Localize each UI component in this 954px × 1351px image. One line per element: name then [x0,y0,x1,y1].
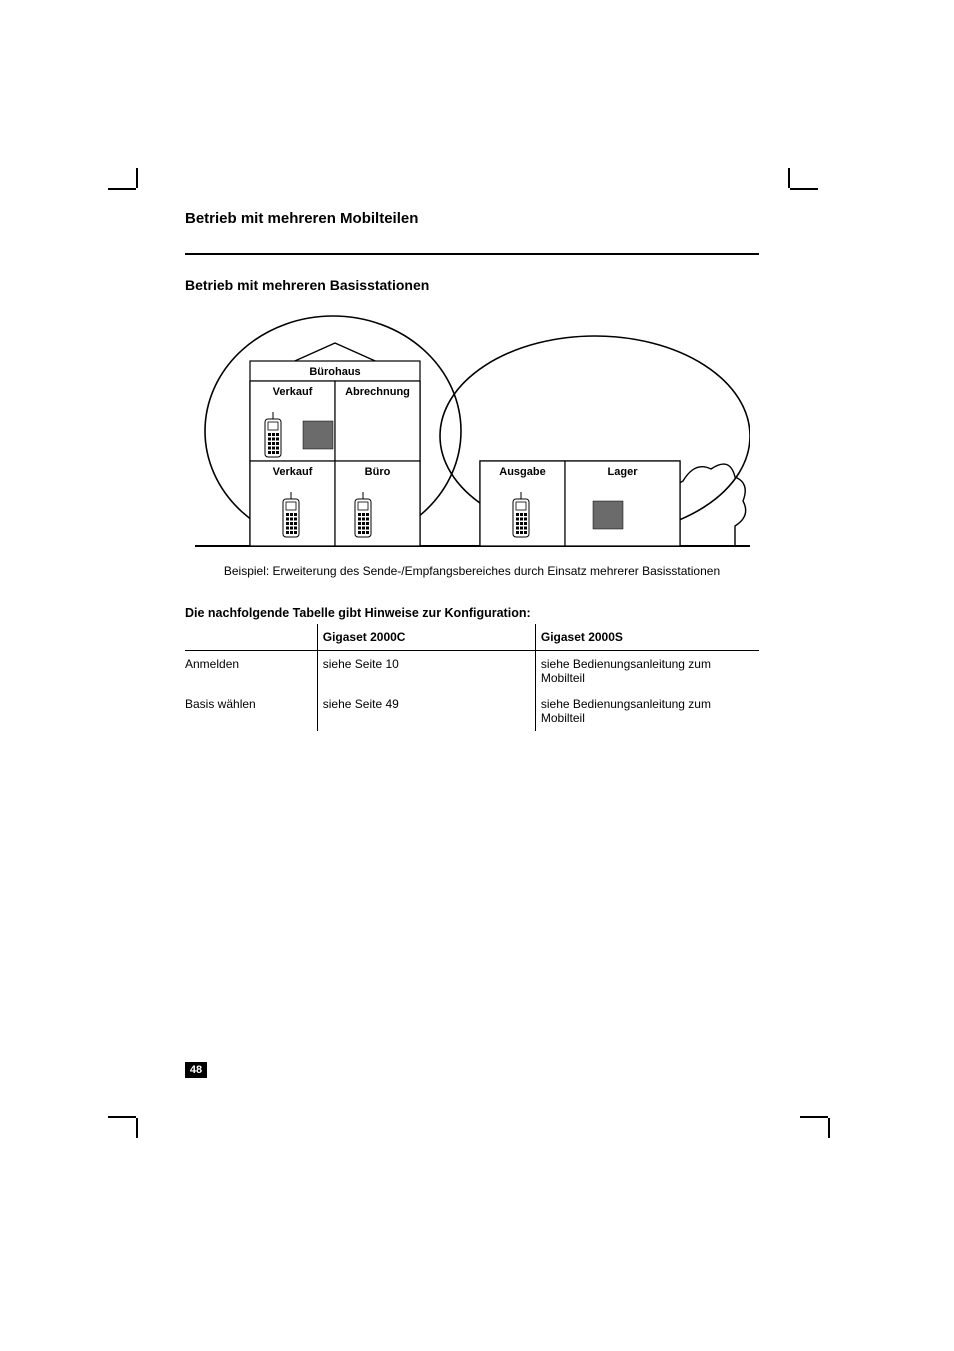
table-header-cell: Gigaset 2000C [323,624,541,651]
crop-mark [800,1116,828,1118]
table-row: Basis wählen siehe Seite 49 siehe Bedien… [185,691,759,731]
crop-mark [136,1118,138,1138]
table-header-row: Gigaset 2000C Gigaset 2000S [185,624,759,651]
table-vline [317,624,318,731]
config-table: Gigaset 2000C Gigaset 2000S Anmelden sie… [185,624,759,731]
table-heading: Die nachfolgende Tabelle gibt Hinweise z… [185,606,759,620]
config-table-wrap: Gigaset 2000C Gigaset 2000S Anmelden sie… [185,624,759,731]
crop-mark [828,1118,830,1138]
svg-text:Verkauf: Verkauf [272,386,312,398]
table-cell: siehe Bedienungsanleitung zum Mobilteil [541,651,759,692]
svg-text:Abrechnung: Abrechnung [345,386,410,398]
svg-text:Verkauf: Verkauf [272,466,312,478]
crop-mark [108,1116,136,1118]
diagram-caption: Beispiel: Erweiterung des Sende-/Empfang… [185,564,759,578]
table-cell: siehe Seite 10 [323,651,541,692]
coverage-diagram: Bürohaus Verkauf Abrechnung Verkauf Büro Ausg… [185,301,759,556]
page-number: 48 [185,1062,207,1078]
table-cell: Anmelden [185,651,323,692]
page-title: Betrieb mit mehreren Mobilteilen [185,210,759,227]
header-rule [185,253,759,255]
table-cell: siehe Bedienungsanleitung zum Mobilteil [541,691,759,731]
table-cell: siehe Seite 49 [323,691,541,731]
svg-text:Bürohaus: Bürohaus [309,366,360,378]
crop-mark [790,188,818,190]
section-heading: Betrieb mit mehreren Basisstationen [185,277,759,293]
table-vline [535,624,536,731]
svg-text:Ausgabe: Ausgabe [499,466,545,478]
table-row: Anmelden siehe Seite 10 siehe Bedienungs… [185,651,759,692]
table-header-cell [185,624,323,651]
table-header-cell: Gigaset 2000S [541,624,759,651]
page-content: Betrieb mit mehreren Mobilteilen Betrieb… [185,210,759,731]
svg-text:Lager: Lager [607,466,638,478]
crop-mark [788,168,790,188]
crop-mark [108,188,136,190]
svg-text:Büro: Büro [364,466,390,478]
table-cell: Basis wählen [185,691,323,731]
crop-mark [136,168,138,188]
